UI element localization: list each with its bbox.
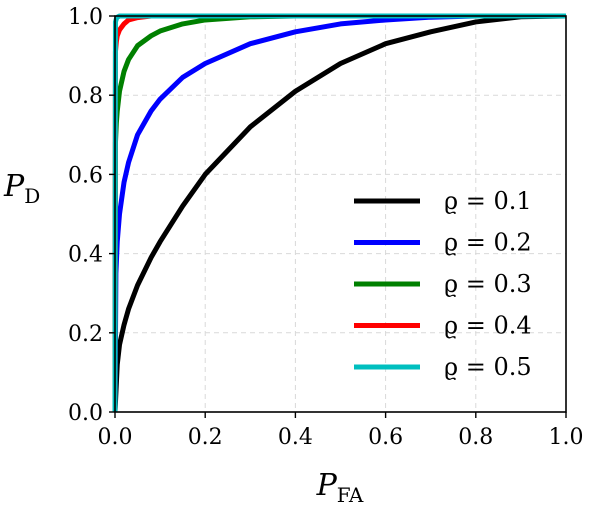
legend-label-3: ϱ = 0.3	[444, 270, 532, 298]
series-line-2	[112, 13, 566, 413]
x-tick-label: 0.4	[278, 425, 313, 450]
x-tick-label: 0.6	[368, 425, 403, 450]
x-tick-label: 1.0	[549, 425, 584, 450]
axis-ticks: 0.0 0.2 0.4 0.6 0.8 1.0 0.0 0.2 0.4 0.6 0.8 1.0	[68, 5, 584, 450]
x-axis-label-main: P	[316, 468, 338, 503]
y-tick-label: 0.2	[68, 322, 103, 347]
y-tick-label: 1.0	[68, 5, 103, 30]
plot-frame	[114, 15, 567, 413]
x-axis-label: PFA	[316, 468, 364, 507]
y-tick-label: 0.0	[68, 401, 103, 426]
legend-label-4: ϱ = 0.4	[444, 312, 532, 340]
x-tick-label: 0.8	[458, 425, 493, 450]
y-axis-label-sub: D	[24, 184, 40, 208]
x-tick-label: 0.0	[98, 425, 133, 450]
y-axis-label: PD	[3, 169, 40, 208]
y-tick-label: 0.6	[68, 163, 103, 188]
x-tick-label: 0.2	[188, 425, 223, 450]
legend-label-5: ϱ = 0.5	[444, 353, 532, 381]
legend-label-2: ϱ = 0.2	[444, 229, 532, 257]
x-axis-label-sub: FA	[337, 483, 364, 507]
y-axis-label-main: P	[3, 169, 25, 204]
legend: ϱ = 0.1 ϱ = 0.2 ϱ = 0.3 ϱ = 0.4 ϱ = 0.5	[354, 187, 532, 381]
legend-label-1: ϱ = 0.1	[444, 187, 532, 215]
y-tick-label: 0.8	[68, 84, 103, 109]
y-tick-label: 0.4	[68, 243, 103, 268]
series-line-1	[112, 13, 567, 413]
